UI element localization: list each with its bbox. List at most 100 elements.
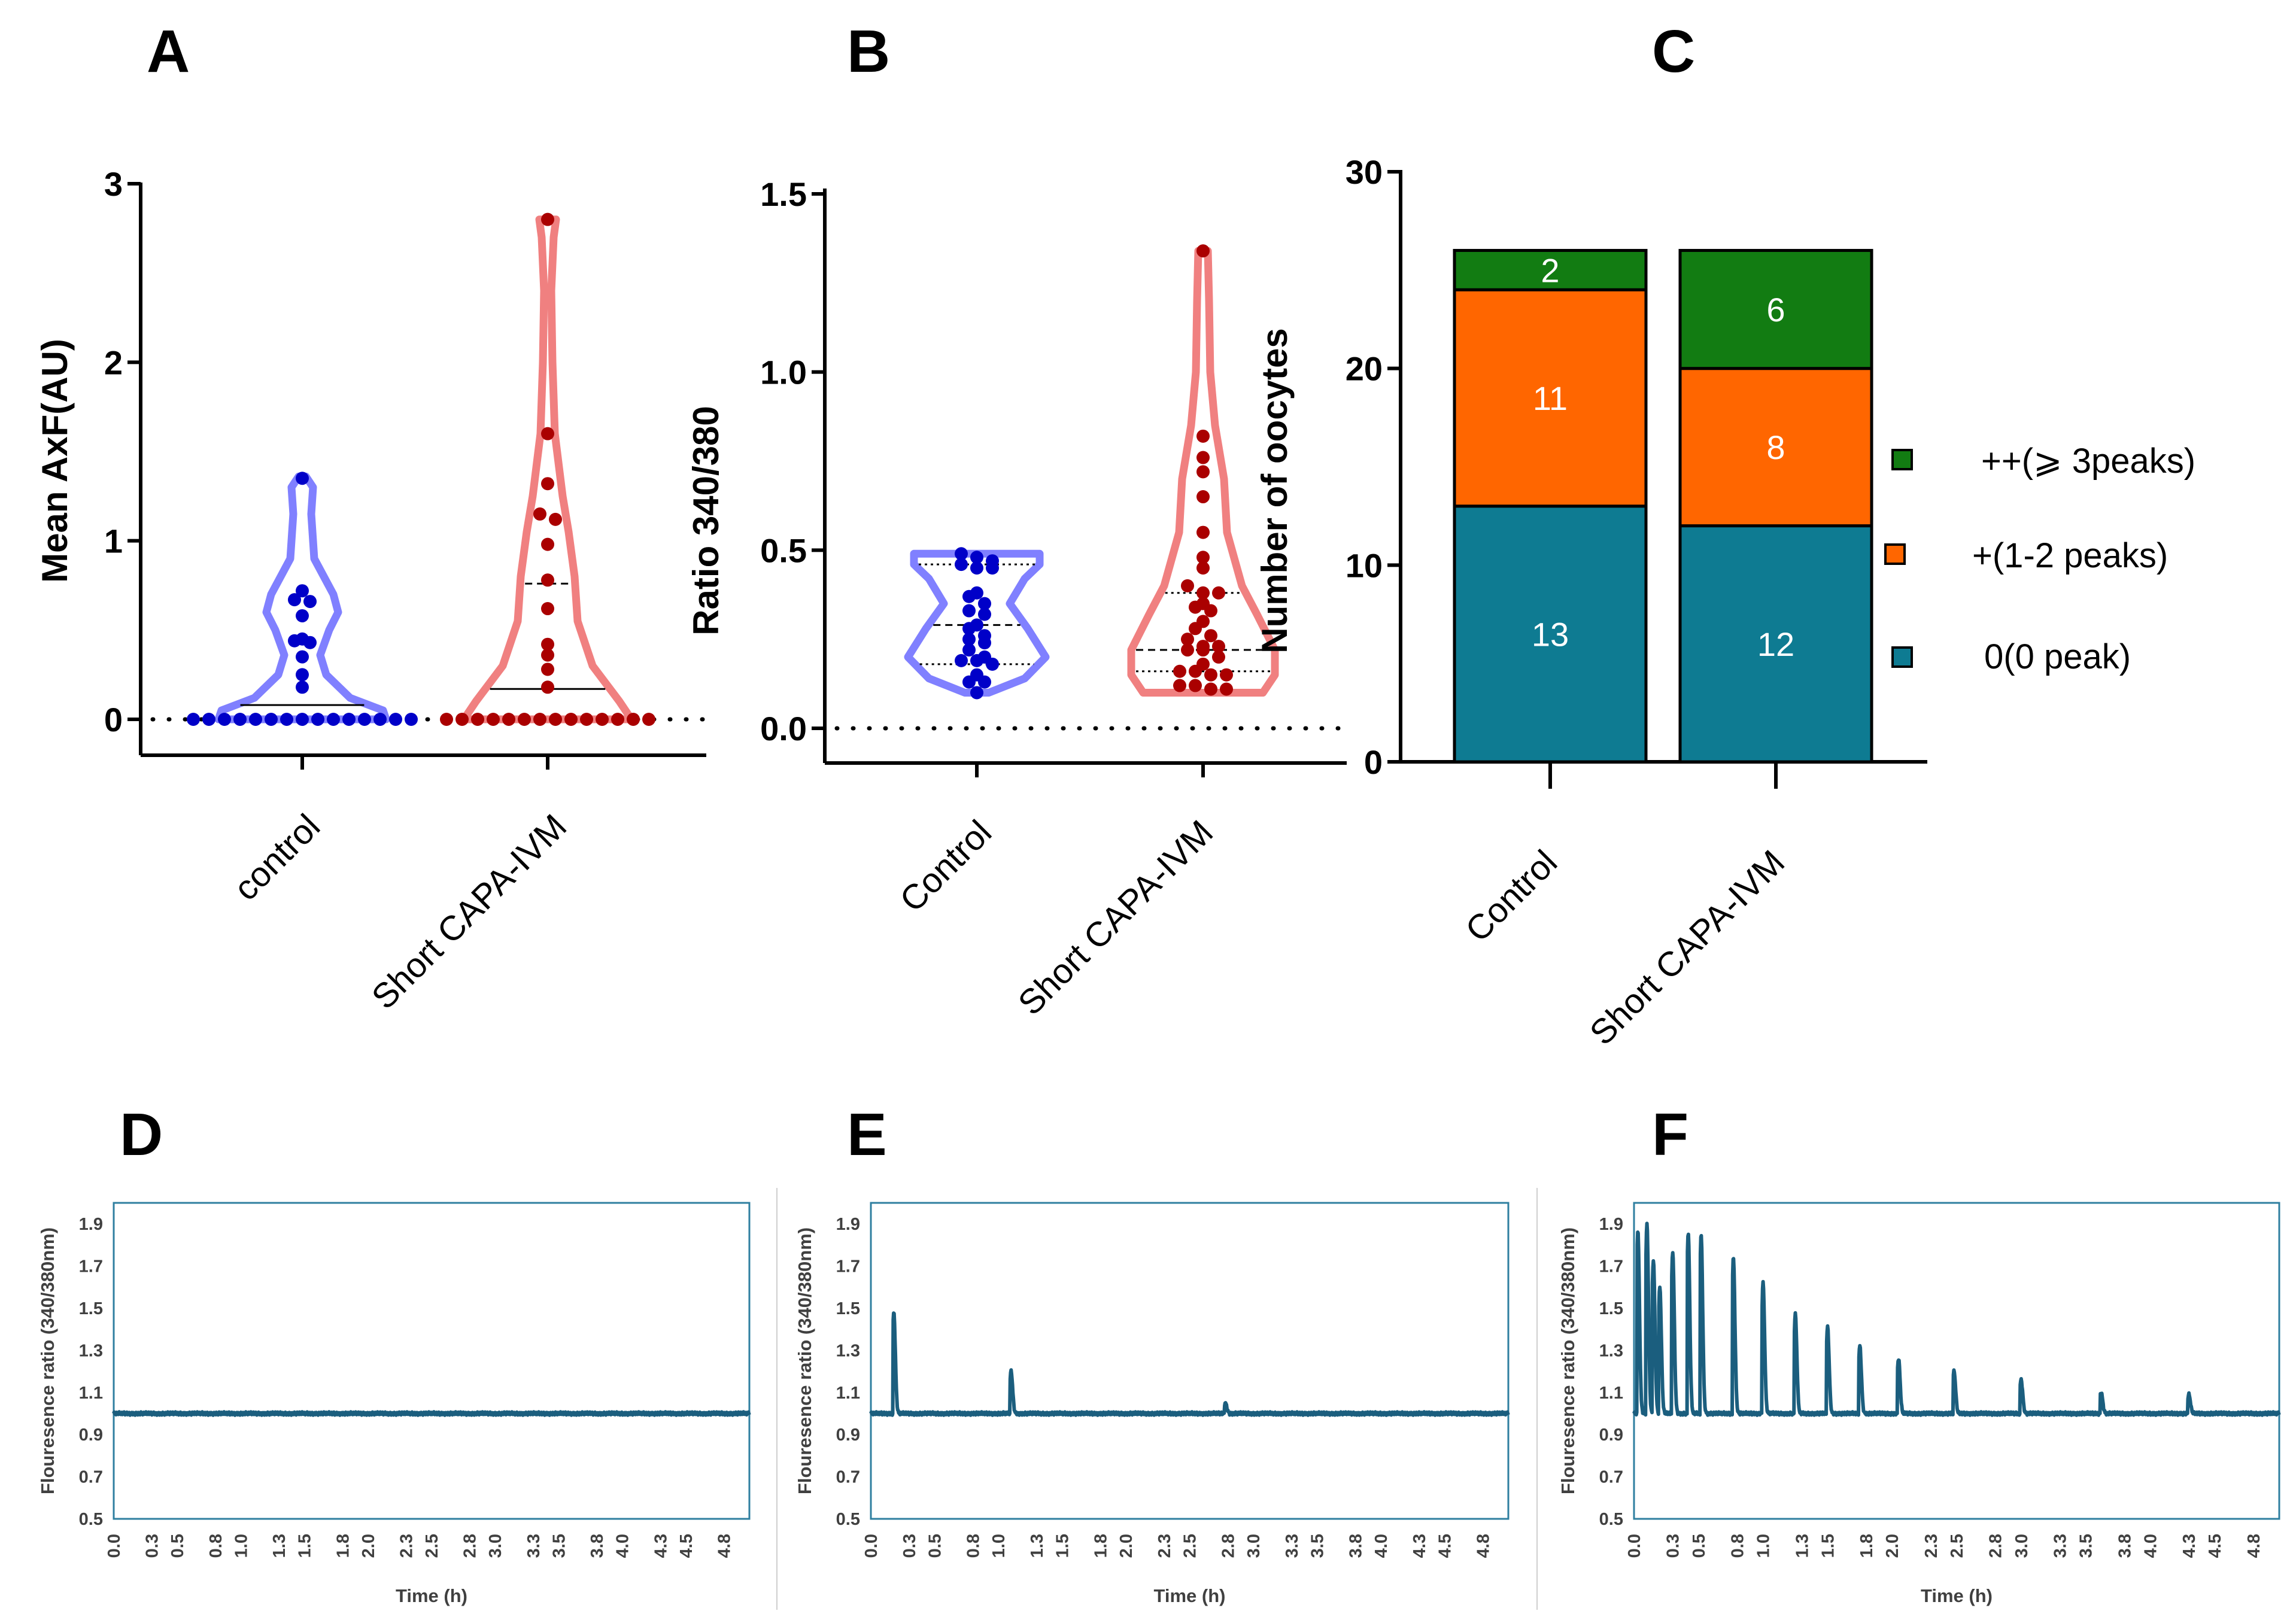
panel-a-data-point [541, 680, 554, 694]
panel-b-data-point [1173, 664, 1186, 678]
panel-b-y-tick-label: 1.0 [760, 354, 807, 391]
panel-b-data-point [970, 551, 983, 564]
panel-b-data-point [1189, 664, 1202, 678]
panel-d-y-tick-label: 0.7 [79, 1468, 103, 1487]
panel-e-fluorescence-trace [869, 1311, 1510, 1417]
panel-a-data-point [311, 713, 324, 726]
panel-f-x-tick-label: 0.0 [1625, 1534, 1644, 1558]
legend-swatch-teal [1891, 646, 1913, 668]
panel-f-x-tick-label: 2.5 [1948, 1534, 1967, 1558]
panel-a-category-label-control: control [226, 807, 327, 908]
panel-a-y-tick-label: 1 [104, 522, 123, 560]
panel-b-y-tick-label: 0.5 [760, 531, 807, 569]
panel-a-category-label-short: Short CAPA-IVM [365, 807, 575, 1017]
panel-a-data-point [541, 662, 554, 676]
panel-a-data-point [327, 713, 340, 726]
panel-d-y-axis-title: Flouresence ratio (340/380nm) [37, 1227, 58, 1494]
panel-a-data-point [373, 713, 387, 726]
panel-b-data-point [962, 643, 976, 657]
panel-b-data-point [962, 675, 976, 689]
panel-e-x-tick-label: 3.5 [1308, 1534, 1328, 1558]
panel-b-data-point [1196, 451, 1210, 464]
panel-d-x-tick-label: 2.8 [461, 1534, 480, 1558]
panel-b-data-point [1196, 525, 1210, 539]
panel-a-data-point [296, 609, 309, 622]
panel-a-y-tick-label: 0 [104, 701, 123, 738]
panel-b-data-point [1196, 586, 1210, 600]
panel-e-plot-frame [870, 1202, 1510, 1520]
panel-d-x-tick-label: 2.0 [359, 1534, 378, 1558]
panel-a-y-tick-label: 2 [104, 344, 123, 381]
legend-label-0-peak: 0(0 peak) [1984, 637, 2131, 676]
panel-letter-c: C [1652, 18, 1695, 85]
panel-a-data-point [296, 584, 309, 598]
panel-a-data-point [296, 680, 309, 694]
panel-e-x-tick-label: 4.3 [1410, 1534, 1429, 1558]
panel-e-y-tick-label: 0.9 [836, 1425, 860, 1445]
panel-b-violin-chart: Ratio 340/380 Control Short CAPA-IVM 0.0… [686, 175, 1349, 1023]
panel-a-y-axis-title: Mean AxF(AU) [35, 339, 75, 583]
panel-a-data-point [440, 713, 453, 726]
panel-b-y-tick-label: 0.0 [760, 710, 807, 747]
panel-b-data-point [1189, 600, 1202, 614]
panel-f-y-tick-label: 1.9 [1599, 1215, 1623, 1234]
panel-e-x-tick-label: 2.8 [1219, 1534, 1238, 1558]
panel-e-x-tick-label: 0.5 [926, 1534, 945, 1558]
panel-e-x-tick-label: 3.8 [1346, 1534, 1365, 1558]
panel-f-x-tick-label: 3.0 [2012, 1534, 2031, 1558]
legend-label-1-2-peaks: +(1-2 peaks) [1972, 536, 2168, 575]
panel-a-data-point [541, 537, 554, 551]
panel-a-data-point [564, 713, 578, 726]
panel-a-data-point [596, 713, 609, 726]
panel-e-x-tick-label: 4.8 [1474, 1534, 1493, 1558]
panel-c-bar-segment [1453, 288, 1648, 508]
panel-b-data-point [978, 636, 991, 650]
panel-d-fluorescence-trace [112, 1410, 751, 1417]
panel-f-x-tick-label: 0.3 [1664, 1534, 1683, 1558]
panel-d-y-tick-label: 1.5 [79, 1299, 103, 1318]
panel-b-violin-0 [904, 549, 1050, 697]
panel-b-data-point [1196, 561, 1210, 575]
panel-e-x-tick-label: 1.0 [989, 1534, 1009, 1558]
panel-a-data-point [541, 212, 554, 226]
panel-a-data-point [627, 713, 640, 726]
panel-b-data-point [978, 597, 991, 610]
panel-a-data-point [187, 713, 200, 726]
panel-f-x-tick-label: 1.5 [1818, 1534, 1838, 1558]
panel-d-y-tick-label: 1.1 [79, 1384, 103, 1403]
panel-a-data-point [518, 713, 531, 726]
panel-b-data-point [1196, 465, 1210, 479]
panel-a-data-point [389, 713, 402, 726]
panel-d-x-tick-label: 0.0 [105, 1534, 124, 1558]
panel-c-y-tick-label: 10 [1346, 546, 1383, 584]
legend-swatch-orange [1884, 543, 1906, 565]
panel-b-data-point [970, 561, 983, 575]
panel-c-bar-segment-label: 2 [1541, 251, 1559, 289]
panel-d-y-tick-label: 0.5 [79, 1510, 103, 1529]
panel-f-y-tick-label: 0.9 [1599, 1425, 1623, 1445]
panel-f-y-tick-label: 1.3 [1599, 1341, 1623, 1360]
panel-b-y-tick-label: 1.5 [760, 175, 807, 213]
panel-e-y-tick-label: 1.5 [836, 1299, 860, 1318]
panel-e-y-tick-label: 1.9 [836, 1215, 860, 1234]
panel-b-data-point [1204, 682, 1217, 696]
panel-letter-d: D [120, 1101, 163, 1168]
panel-f-x-tick-label: 4.3 [2180, 1534, 2199, 1558]
panel-c-y-tick-label: 30 [1346, 153, 1383, 191]
panel-e-x-tick-label: 0.3 [900, 1534, 919, 1558]
panel-a-data-point [549, 713, 562, 726]
panel-e-y-tick-label: 1.3 [836, 1341, 860, 1360]
panel-c-bar-segment-label: 12 [1757, 625, 1794, 663]
panel-b-category-label-control: Control [892, 813, 999, 919]
panel-b-data-point [1173, 679, 1186, 692]
panel-c-bar-segment [1453, 504, 1648, 764]
panel-b-y-axis-title: Ratio 340/380 [686, 406, 726, 636]
panel-b-data-point [1196, 244, 1210, 258]
legend-swatch-green [1891, 449, 1913, 470]
panel-b-data-point [1220, 682, 1233, 696]
panel-e-line-chart: 0.5 0.7 0.9 1.1 1.3 1.5 1.7 1.9 0.0 0.3 0.5 0.8 1.0 1… [776, 1188, 1510, 1610]
panel-b-data-point [1204, 668, 1217, 682]
panel-a-data-point [502, 713, 515, 726]
panel-b-data-point [970, 686, 983, 700]
